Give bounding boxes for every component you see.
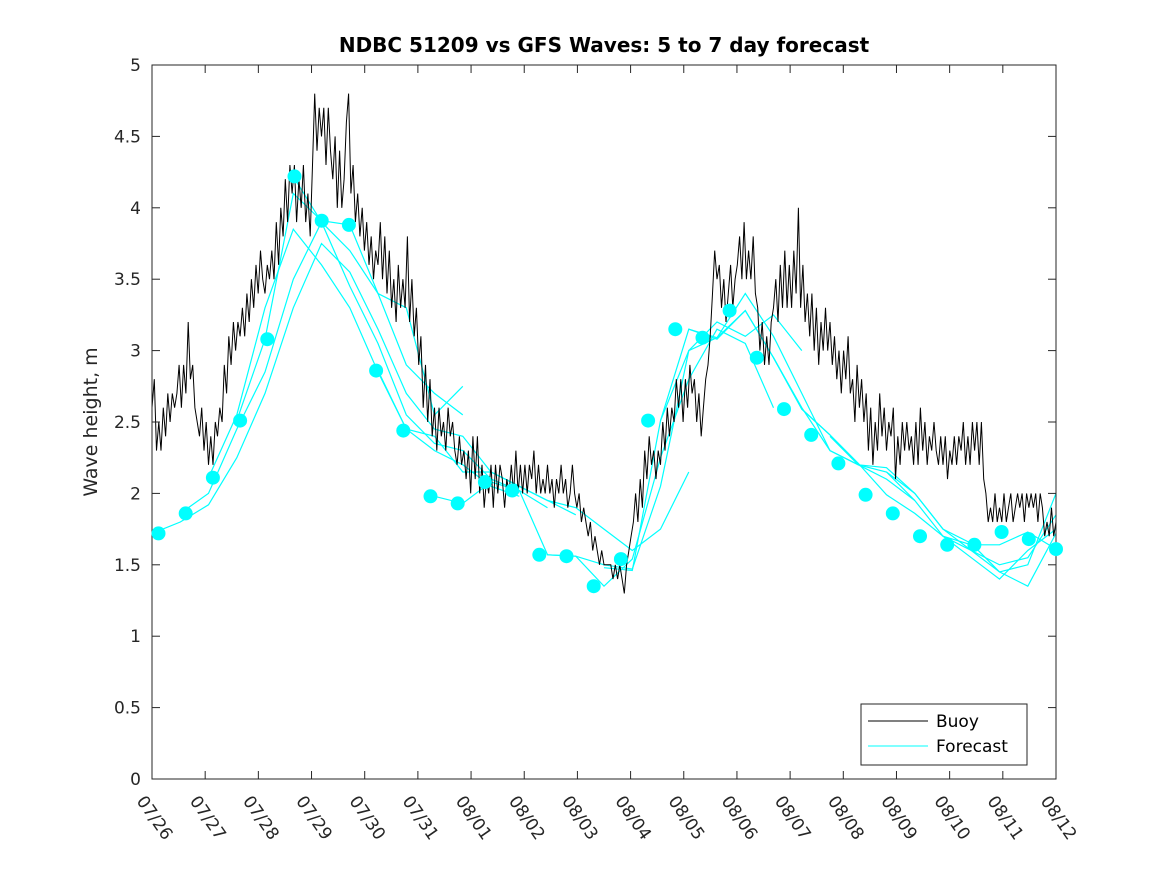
y-tick-label-1: 0.5 [114, 699, 141, 719]
forecast-marker-27 [885, 506, 900, 521]
forecast-marker-9 [396, 423, 411, 438]
forecast-marker-24 [804, 427, 819, 442]
forecast-marker-3 [233, 413, 248, 428]
forecast-line-2 [207, 227, 520, 497]
legend-box [860, 703, 1028, 766]
forecast-marker-10 [423, 489, 438, 504]
y-tick-label-2: 1 [130, 627, 141, 647]
y-tick-label-0: 0 [130, 770, 141, 790]
y-tick-label-3: 1.5 [114, 556, 141, 576]
forecast-marker-6 [314, 213, 329, 228]
forecast-marker-23 [777, 402, 791, 417]
forecast-marker-15 [559, 549, 574, 564]
y-tick-label-10: 5 [130, 56, 141, 76]
legend: Buoy Forecast [860, 703, 1028, 766]
forecast-marker-18 [641, 413, 656, 428]
forecast-marker-2 [205, 470, 220, 485]
forecast-marker-14 [532, 547, 547, 562]
legend-label-buoy: Buoy [936, 712, 979, 732]
forecast-line-14 [942, 533, 1056, 588]
series-layer [152, 93, 1056, 594]
y-tick-label-4: 2 [130, 484, 141, 504]
forecast-line-13 [886, 471, 1056, 580]
forecast-marker-19 [668, 322, 683, 337]
forecast-markers [151, 169, 1063, 594]
forecast-marker-32 [1021, 532, 1036, 547]
y-tick-label-9: 4.5 [114, 127, 141, 147]
forecast-marker-13 [505, 483, 520, 498]
forecast-marker-20 [695, 330, 710, 345]
forecast-marker-21 [722, 303, 737, 318]
forecast-marker-22 [749, 350, 764, 365]
y-tick-label-7: 3.5 [114, 270, 141, 290]
forecast-marker-29 [940, 537, 955, 552]
forecast-marker-5 [287, 169, 302, 184]
forecast-line-10 [688, 309, 1056, 550]
forecast-marker-30 [967, 537, 982, 552]
forecast-marker-16 [586, 579, 601, 594]
forecast-marker-28 [913, 529, 927, 544]
chart-title: NDBC 51209 vs GFS Waves: 5 to 7 day fore… [339, 33, 870, 57]
forecast-marker-33 [1049, 542, 1063, 557]
y-axis-label: Wave height, m [80, 347, 102, 496]
forecast-marker-25 [831, 456, 846, 471]
forecast-marker-8 [369, 363, 384, 378]
y-tick-label-5: 2.5 [114, 413, 141, 433]
forecast-marker-7 [341, 217, 356, 232]
forecast-marker-17 [613, 552, 628, 567]
legend-label-forecast: Forecast [936, 737, 1008, 757]
forecast-marker-31 [994, 525, 1009, 539]
forecast-marker-0 [151, 526, 166, 541]
plot-area [152, 65, 1056, 779]
forecast-marker-1 [178, 506, 193, 521]
forecast-marker-12 [477, 475, 492, 489]
y-tick-label-8: 4 [130, 199, 141, 219]
forecast-marker-26 [858, 487, 873, 502]
buoy-line [152, 93, 1056, 594]
forecast-marker-4 [260, 332, 275, 347]
forecast-marker-11 [450, 496, 465, 511]
y-tick-label-6: 3 [130, 342, 141, 362]
